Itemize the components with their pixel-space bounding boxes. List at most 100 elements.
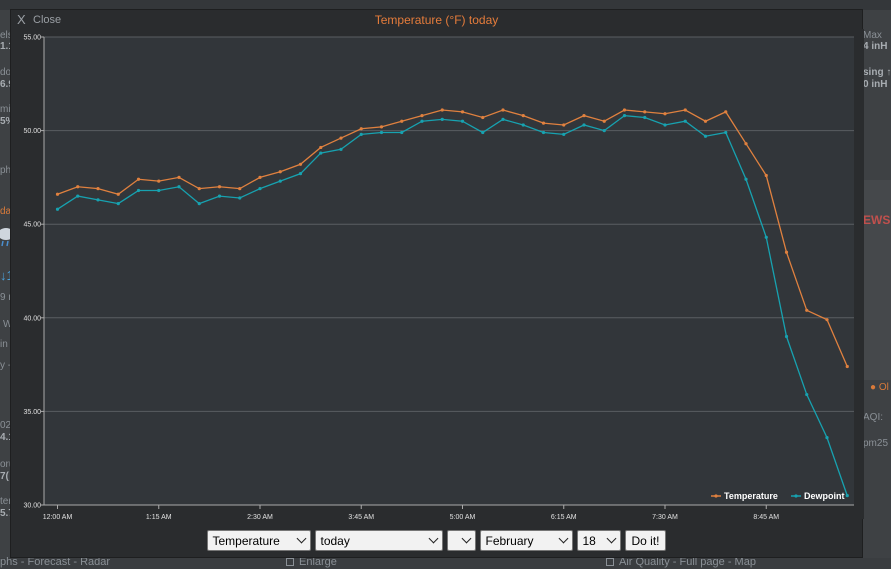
data-point-dewpoint — [521, 123, 525, 127]
data-point-dewpoint — [724, 130, 728, 135]
data-point-temperature — [379, 125, 384, 129]
chart-modal: X Close Temperature (°F) today 55.00 50.0… — [10, 9, 864, 558]
bg-right-panel — [863, 180, 891, 380]
range-select[interactable]: today — [315, 530, 444, 551]
month-select[interactable]: February — [480, 530, 574, 551]
bg-link-graphs[interactable]: phs - Forecast - Radar — [0, 556, 111, 568]
y-tick-label: 40.00 — [23, 315, 41, 322]
data-point-dewpoint — [440, 117, 444, 121]
data-point-temperature — [217, 185, 222, 189]
bg-fragment: 5.7 — [0, 508, 14, 519]
series-select-value: Temperature — [212, 533, 280, 548]
data-point-temperature — [359, 127, 363, 131]
data-point-temperature — [663, 112, 667, 116]
data-point-dewpoint — [764, 235, 768, 239]
x-tick-label: 1:15 AM — [146, 514, 172, 519]
background-top-bar — [0, 0, 891, 10]
bg-enlarge-link[interactable]: Enlarge — [286, 556, 337, 568]
data-point-dewpoint — [278, 179, 282, 183]
x-tick-label: 3:45 AM — [348, 514, 374, 519]
x-tick-label: 8:45 AM — [753, 514, 779, 519]
data-point-dewpoint — [238, 196, 242, 200]
do-it-button[interactable]: Do it! — [625, 530, 666, 551]
bg-air-quality-label: Air Quality - Full page - Map — [619, 556, 756, 568]
legend-label-temperature: Temperature — [724, 491, 778, 501]
data-point-dewpoint — [825, 436, 829, 440]
data-point-dewpoint — [136, 188, 141, 193]
data-point-temperature — [521, 114, 525, 118]
bg-fragment: pm25 — [863, 438, 889, 449]
chevron-down-icon — [559, 533, 569, 544]
bg-air-quality-link[interactable]: Air Quality - Full page - Map — [606, 556, 756, 568]
data-point-dewpoint — [643, 115, 647, 120]
bg-enlarge-label: Enlarge — [299, 556, 337, 568]
bg-fragment: ter — [0, 496, 12, 507]
data-point-temperature — [784, 250, 789, 254]
data-point-dewpoint — [96, 198, 100, 202]
x-tick-label: 12:00 AM — [43, 514, 73, 519]
data-point-dewpoint — [744, 177, 748, 181]
bg-fragment: EWS — [863, 213, 891, 227]
x-tick-label: 6:15 AM — [551, 514, 577, 519]
bg-fragment: in 8 — [0, 339, 17, 350]
close-button[interactable]: Close — [33, 14, 62, 26]
data-point-temperature — [845, 364, 849, 369]
bg-fragment: da — [0, 206, 12, 217]
day-select[interactable]: 18 — [577, 530, 622, 551]
series-select[interactable]: Temperature — [207, 530, 312, 551]
data-point-temperature — [703, 119, 708, 123]
legend-marker — [794, 494, 798, 498]
data-point-temperature — [400, 119, 404, 123]
data-point-dewpoint — [622, 114, 627, 118]
bg-fragment: 6.9 — [0, 79, 14, 90]
data-point-temperature — [562, 123, 566, 127]
data-point-temperature — [683, 108, 687, 112]
data-point-dewpoint — [157, 188, 161, 193]
plot-area — [44, 37, 854, 505]
series-line-dewpoint — [57, 114, 848, 496]
data-point-temperature — [116, 192, 120, 196]
y-tick-label: 50.00 — [23, 128, 41, 135]
data-point-dewpoint — [845, 494, 849, 498]
data-point-temperature — [460, 110, 465, 114]
bg-fragment: do — [0, 67, 12, 78]
data-point-temperature — [238, 187, 242, 191]
data-point-temperature — [157, 179, 161, 183]
legend-marker — [714, 494, 718, 498]
data-point-dewpoint — [481, 130, 485, 135]
data-point-temperature — [298, 162, 303, 166]
data-point-temperature — [136, 177, 141, 181]
bg-fragment: 9 m — [0, 292, 17, 303]
data-point-temperature — [805, 308, 809, 312]
data-point-dewpoint — [420, 119, 424, 123]
bg-fragment: 4 inH — [863, 41, 888, 52]
data-point-dewpoint — [602, 129, 606, 133]
data-point-dewpoint — [703, 134, 708, 138]
data-point-temperature — [825, 318, 829, 322]
data-point-temperature — [643, 110, 647, 114]
data-point-dewpoint — [582, 123, 586, 127]
data-point-dewpoint — [319, 151, 323, 155]
background-bottom-bar — [0, 558, 891, 569]
bg-fragment: Max — [863, 30, 882, 41]
data-point-temperature — [197, 187, 201, 191]
x-tick-label: 5:00 AM — [450, 514, 476, 519]
series-line-temperature — [57, 109, 848, 367]
data-point-temperature — [481, 115, 485, 120]
data-point-dewpoint — [400, 130, 404, 135]
data-point-dewpoint — [663, 123, 667, 127]
data-point-temperature — [177, 175, 181, 179]
data-point-dewpoint — [501, 117, 505, 121]
close-icon[interactable]: X — [17, 12, 26, 27]
x-tick-label: 7:30 AM — [652, 514, 678, 519]
blank-select[interactable] — [447, 530, 477, 551]
data-point-temperature — [258, 175, 262, 179]
bg-fragment: 7( — [0, 471, 9, 482]
chevron-down-icon — [462, 533, 472, 544]
data-point-temperature — [582, 114, 586, 118]
data-point-temperature — [319, 145, 323, 150]
bg-fragment: 1.1 — [0, 41, 14, 52]
chevron-down-icon — [297, 533, 307, 544]
checkbox-icon — [286, 558, 294, 566]
